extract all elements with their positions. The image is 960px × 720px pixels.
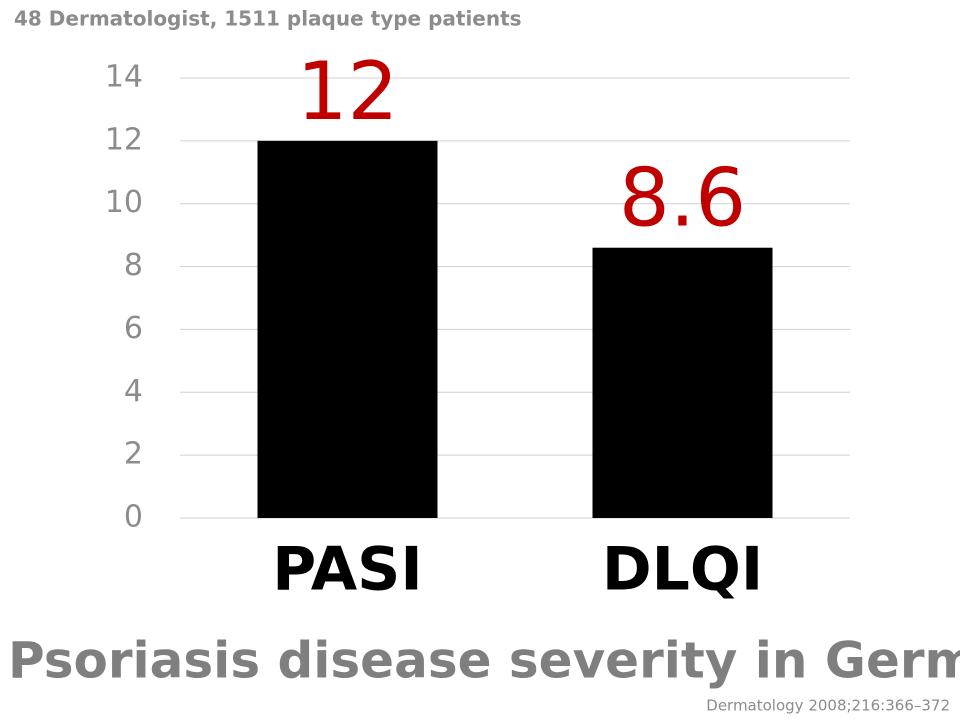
y-tick-label: 14 [105,60,143,95]
y-tick-label: 10 [105,185,143,220]
value-label: 12 [297,45,399,138]
chart-source: Dermatology 2008;216:366–372 [706,697,950,715]
bar [592,247,773,518]
chart-subtitle: 48 Dermatologist, 1511 plaque type patie… [14,7,522,31]
chart-title: Psoriasis disease severity in German [8,632,960,690]
y-tick-label: 2 [124,437,143,472]
y-tick-label: 0 [124,500,143,535]
y-tick-label: 4 [124,374,143,409]
y-tick-label: 8 [124,248,143,283]
y-tick-label: 6 [124,311,143,346]
y-tick-label: 12 [105,122,143,157]
bar [257,140,438,518]
x-tick-label: DLQI [602,535,763,605]
value-label: 8.6 [619,152,746,245]
x-tick-label: PASI [272,535,422,605]
